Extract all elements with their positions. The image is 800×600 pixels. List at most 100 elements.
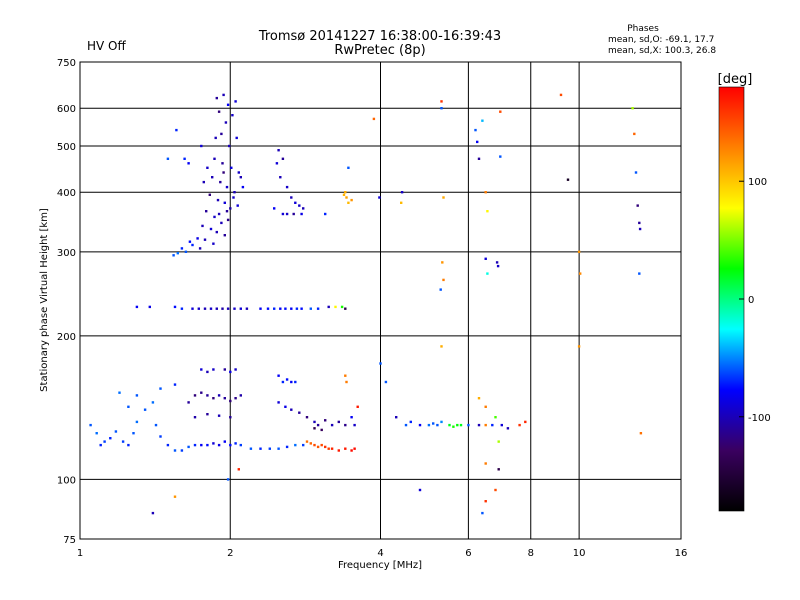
data-point xyxy=(344,307,347,310)
data-point xyxy=(404,423,408,427)
data-point xyxy=(305,416,309,419)
data-point xyxy=(173,383,177,386)
data-point xyxy=(500,423,503,427)
data-point xyxy=(294,201,297,204)
data-point xyxy=(154,423,158,427)
data-point xyxy=(196,237,199,240)
data-point xyxy=(220,221,223,225)
colorbar-unit-label: [deg] xyxy=(718,72,753,87)
data-point xyxy=(203,238,207,241)
y-tick-label: 600 xyxy=(57,104,76,115)
y-tick-label: 300 xyxy=(57,248,76,259)
data-point xyxy=(638,221,641,225)
data-point xyxy=(211,176,214,179)
data-point xyxy=(486,272,489,275)
data-point xyxy=(212,442,215,445)
data-point xyxy=(300,307,303,310)
data-point xyxy=(202,180,205,184)
data-point xyxy=(281,212,285,216)
data-point xyxy=(298,204,301,207)
data-point xyxy=(353,447,356,450)
data-point xyxy=(342,193,346,196)
data-point xyxy=(109,437,112,440)
data-point xyxy=(223,234,226,237)
data-point xyxy=(324,212,327,216)
x-tick-label: 4 xyxy=(377,548,383,559)
data-point xyxy=(566,178,570,181)
data-point xyxy=(491,423,494,427)
data-point xyxy=(334,305,337,309)
x-tick-label: 16 xyxy=(675,548,688,559)
data-point xyxy=(436,423,439,427)
data-point xyxy=(350,449,353,452)
x-axis-ticks: 1 2 4 6 8 10 16 xyxy=(77,548,688,559)
data-point xyxy=(268,447,271,450)
data-point xyxy=(395,416,398,419)
hv-status-label: HV Off xyxy=(87,39,126,53)
data-point xyxy=(245,307,249,310)
data-point xyxy=(226,478,230,481)
data-point xyxy=(442,196,445,199)
data-point xyxy=(285,185,289,189)
data-point xyxy=(284,405,287,408)
data-point xyxy=(216,198,220,202)
data-point xyxy=(234,368,237,371)
data-point xyxy=(484,257,487,260)
data-point xyxy=(633,132,636,136)
data-point xyxy=(524,420,527,424)
y-tick-label: 200 xyxy=(57,332,76,343)
data-point xyxy=(193,394,197,397)
data-point xyxy=(477,423,481,427)
data-point xyxy=(228,144,231,148)
data-point xyxy=(497,440,500,443)
data-point xyxy=(316,307,320,310)
data-point xyxy=(206,413,209,416)
data-point xyxy=(172,254,175,257)
data-point xyxy=(259,307,262,310)
data-point xyxy=(409,420,412,424)
data-point xyxy=(249,447,253,450)
data-point xyxy=(200,144,203,148)
data-point xyxy=(350,198,353,202)
data-point xyxy=(324,419,327,422)
data-point xyxy=(239,307,242,310)
data-point xyxy=(208,193,211,196)
data-point xyxy=(484,462,487,465)
data-point xyxy=(180,449,184,452)
data-point xyxy=(313,427,316,430)
y-axis-label: Stationary phase Virtual Height [km] xyxy=(39,208,50,392)
data-point xyxy=(224,121,228,124)
data-point xyxy=(295,307,299,310)
data-point xyxy=(225,210,229,213)
data-point xyxy=(298,411,301,414)
data-point xyxy=(114,430,118,433)
data-point xyxy=(347,166,350,169)
data-point xyxy=(212,368,215,371)
x-tick-label: 1 xyxy=(77,548,83,559)
data-point xyxy=(496,264,500,268)
data-point xyxy=(201,224,204,228)
data-point xyxy=(448,423,451,427)
data-point xyxy=(229,416,232,419)
data-point xyxy=(384,380,388,384)
y-axis-ticks: 75 100 200 300 400 500 600 750 xyxy=(57,58,76,546)
data-point xyxy=(222,93,225,97)
data-point xyxy=(191,243,194,247)
y-tick-label: 750 xyxy=(57,58,76,69)
data-point xyxy=(309,442,312,445)
data-point xyxy=(226,307,230,310)
data-point xyxy=(477,157,481,160)
data-point xyxy=(232,196,235,199)
grid-lines xyxy=(80,62,681,539)
x-tick-label: 8 xyxy=(528,548,534,559)
data-point xyxy=(302,443,305,447)
data-point xyxy=(239,176,242,179)
data-point xyxy=(203,307,207,310)
data-point xyxy=(187,162,190,165)
data-point xyxy=(441,261,444,264)
data-point xyxy=(209,227,213,231)
data-point xyxy=(239,443,242,447)
data-point xyxy=(305,440,309,443)
data-point xyxy=(229,443,232,447)
data-point xyxy=(347,201,350,204)
